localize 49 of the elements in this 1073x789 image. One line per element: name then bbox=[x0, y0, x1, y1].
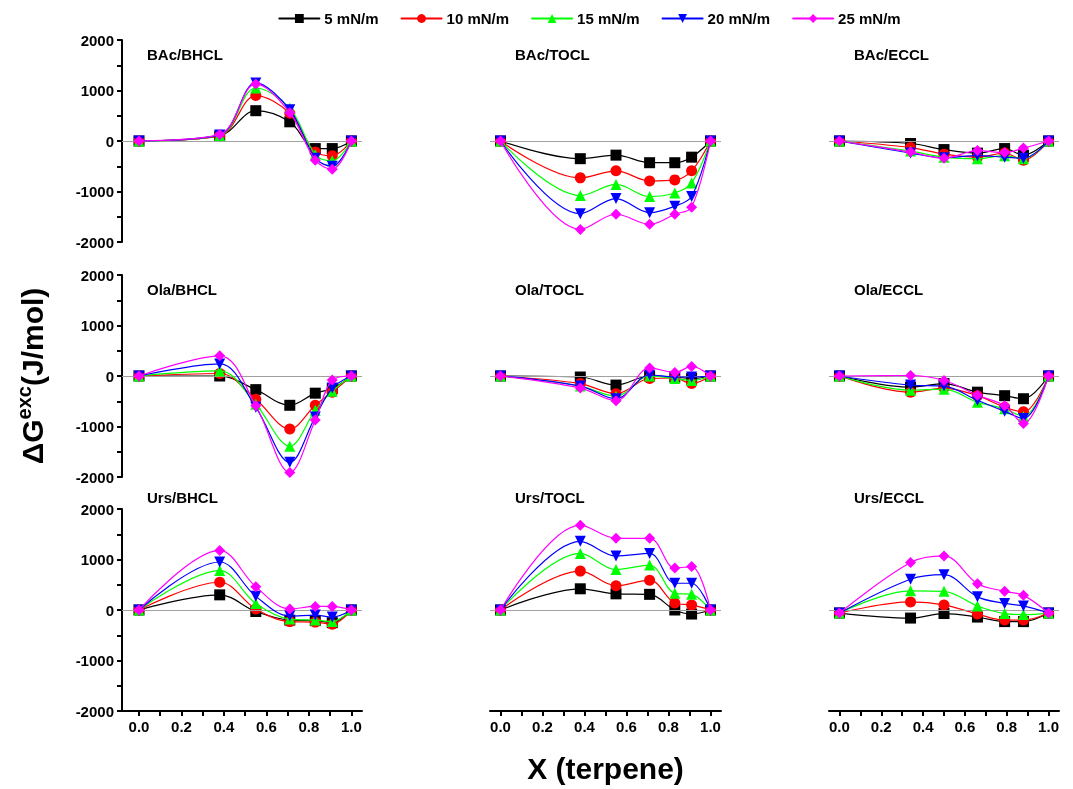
x-tick-label: 0.0 bbox=[128, 718, 150, 735]
chart-title: Ola/TOCL bbox=[515, 281, 584, 298]
chart-title: BAc/BHCL bbox=[147, 46, 223, 63]
chart-title: Ola/ECCL bbox=[854, 281, 924, 298]
x-tick-label: 0.0 bbox=[490, 718, 511, 735]
y-tick-label: 1000 bbox=[80, 551, 114, 568]
chart-title: Ola/BHCL bbox=[147, 281, 218, 298]
chart-title: BAc/ECCL bbox=[854, 46, 930, 63]
x-tick-label: 1.0 bbox=[340, 718, 362, 735]
y-tick-label: 0 bbox=[105, 367, 114, 385]
chart-title: BAc/TOCL bbox=[515, 46, 590, 63]
x-tick-label: 0.8 bbox=[298, 718, 320, 735]
y-tick-label: 1000 bbox=[80, 82, 114, 99]
x-tick-label: 0.6 bbox=[256, 718, 277, 735]
legend-label: 15 mN/m bbox=[577, 10, 640, 27]
x-tick-label: 0.8 bbox=[996, 718, 1018, 735]
x-tick-label: 0.2 bbox=[171, 718, 192, 735]
legend-label: 10 mN/m bbox=[446, 10, 510, 27]
x-tick-label: 1.0 bbox=[1038, 718, 1059, 735]
y-tick-label: 2000 bbox=[80, 31, 114, 49]
y-tick-label: 2000 bbox=[80, 500, 114, 518]
chart-title: Urs/ECCL bbox=[854, 489, 925, 506]
x-axis-title: X (terpene) bbox=[527, 751, 684, 785]
x-tick-label: 0.2 bbox=[870, 718, 892, 735]
y-tick-label: -1000 bbox=[75, 418, 114, 435]
legend-label: 5 mN/m bbox=[324, 10, 379, 27]
x-tick-label: 0.0 bbox=[829, 718, 850, 735]
y-tick-label: -2000 bbox=[75, 702, 114, 720]
y-tick-label: 1000 bbox=[80, 317, 114, 334]
x-tick-label: 0.6 bbox=[954, 718, 976, 735]
legend-label: 25 mN/m bbox=[838, 10, 901, 27]
y-tick-label: 0 bbox=[105, 132, 114, 150]
x-tick-label: 0.2 bbox=[532, 718, 553, 735]
x-tick-label: 0.8 bbox=[658, 718, 679, 735]
x-tick-label: 0.4 bbox=[574, 718, 596, 735]
y-tick-label: -2000 bbox=[75, 468, 114, 486]
x-tick-label: 1.0 bbox=[700, 718, 721, 735]
x-tick-label: 0.6 bbox=[616, 718, 637, 735]
legend-label: 20 mN/m bbox=[707, 10, 771, 27]
chart-title: Urs/TOCL bbox=[515, 489, 585, 506]
chart-title: Urs/BHCL bbox=[147, 489, 218, 506]
y-axis-title: ΔGexc(J/mol) bbox=[13, 287, 49, 465]
y-tick-label: -1000 bbox=[75, 652, 114, 669]
x-tick-label: 0.4 bbox=[912, 718, 935, 735]
y-tick-label: 2000 bbox=[80, 266, 114, 284]
y-tick-label: -2000 bbox=[75, 233, 114, 251]
y-tick-label: 0 bbox=[105, 601, 114, 619]
x-tick-label: 0.4 bbox=[213, 718, 236, 735]
y-tick-label: -1000 bbox=[75, 183, 114, 200]
